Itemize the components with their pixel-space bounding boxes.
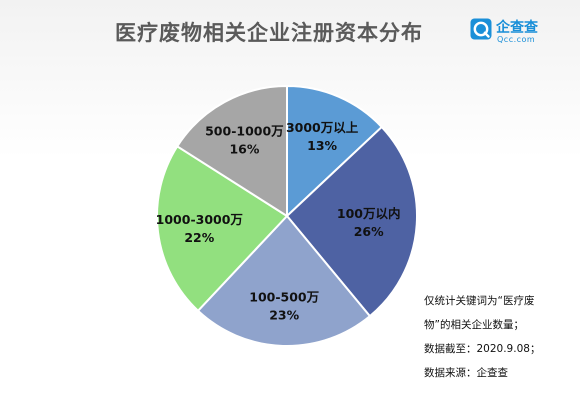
slice-label: 500-1000万 [205,124,284,139]
footnote-line: 数据截至：2020.9.08； [424,343,541,355]
pie-slice-1000-3000 [156,144,289,313]
pie-slice-100-500 [196,214,372,347]
pie-slice-100 [285,125,418,318]
slice-value-label: 23% [269,307,299,322]
slice-value-label: 22% [184,230,214,245]
brand-logo: 企查查 Qcc.com [470,16,570,46]
slice-value-label: 13% [307,138,337,153]
brand-name: 企查查 [496,20,538,36]
qcc-logo-icon [470,18,492,40]
pie-slice-3000 [286,84,384,219]
chart-title: 医疗废物相关企业注册资本分布 [115,21,423,45]
footnote-line: 仅统计关键词为“医疗废 [424,295,535,307]
slice-label: 3000万以上 [286,120,359,135]
slice-label: 100-500万 [249,289,319,304]
pie-slices [156,84,418,347]
brand-domain: Qcc.com [497,35,536,44]
slice-value-label: 16% [229,142,259,157]
footnote-line: 物”的相关企业数量； [424,319,524,331]
slice-label: 100万以内 [337,206,401,221]
footnote-line: 数据来源：企查查 [424,367,508,379]
pie-slice-500-1000 [175,84,288,218]
footnotes: 仅统计关键词为“医疗废 物”的相关企业数量； 数据截至：2020.9.08； 数… [424,289,574,385]
pie-labels: 3000万以上 13% 100万以内 26% 100-500万 23% 1000-3000万… [156,120,401,323]
slice-value-label: 26% [354,224,384,239]
slice-label: 1000-3000万 [156,212,243,227]
